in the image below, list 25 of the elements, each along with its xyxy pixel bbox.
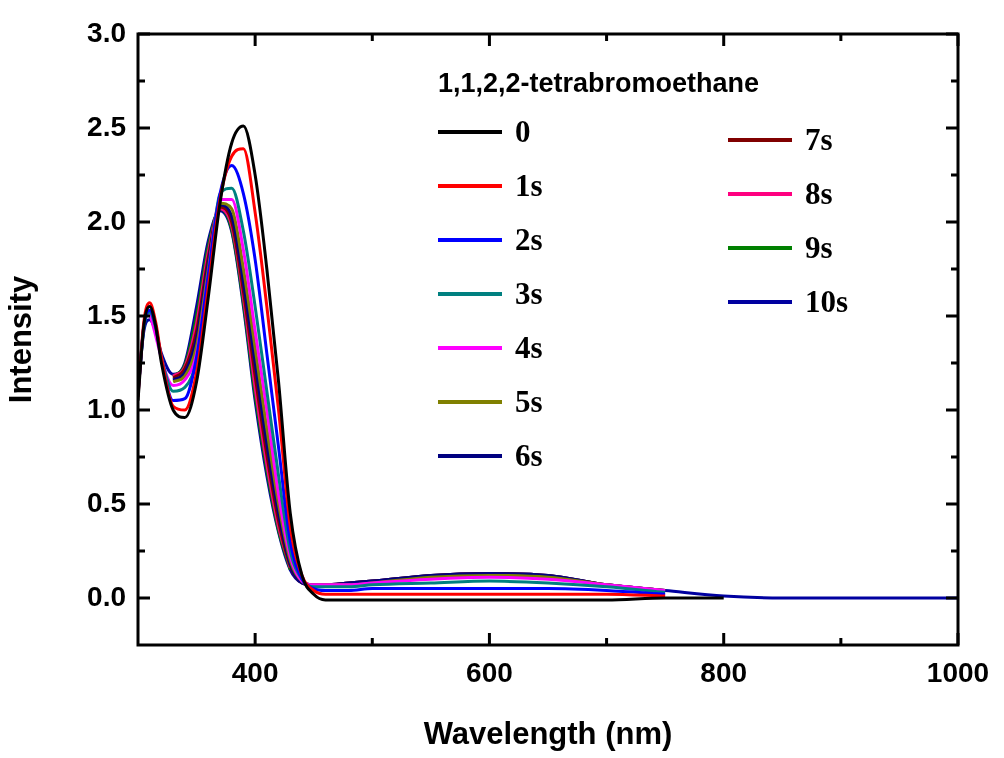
y-tick-label: 1.0	[87, 392, 126, 424]
legend-label: 10s	[805, 284, 849, 320]
y-tick-label: 2.5	[87, 110, 126, 142]
x-tick-label: 1000	[926, 656, 990, 688]
legend-label: 6s	[515, 438, 543, 474]
y-tick-label: 1.5	[87, 298, 126, 330]
legend-label: 5s	[515, 384, 543, 420]
x-axis-title: Wavelength (nm)	[423, 715, 673, 751]
legend-label: 9s	[805, 230, 833, 266]
y-axis-title: Intensity	[3, 275, 39, 404]
legend-label: 8s	[805, 176, 833, 212]
x-tick-label: 800	[700, 656, 748, 688]
y-tick-label: 3.0	[87, 16, 126, 48]
legend-label: 1s	[515, 168, 543, 204]
legend-label: 4s	[515, 330, 543, 366]
legend-label: 2s	[515, 222, 543, 258]
legend-label: 7s	[805, 122, 833, 158]
x-tick-label: 600	[466, 656, 513, 688]
legend-label: 0	[515, 114, 531, 150]
y-tick-label: 0.5	[87, 486, 126, 518]
x-tick-label: 400	[231, 656, 279, 688]
legend-title: 1,1,2,2-tetrabromoethane	[438, 68, 761, 99]
y-tick-label: 2.0	[87, 204, 126, 236]
legend-label: 3s	[515, 276, 543, 312]
y-tick-label: 0.0	[87, 580, 126, 612]
